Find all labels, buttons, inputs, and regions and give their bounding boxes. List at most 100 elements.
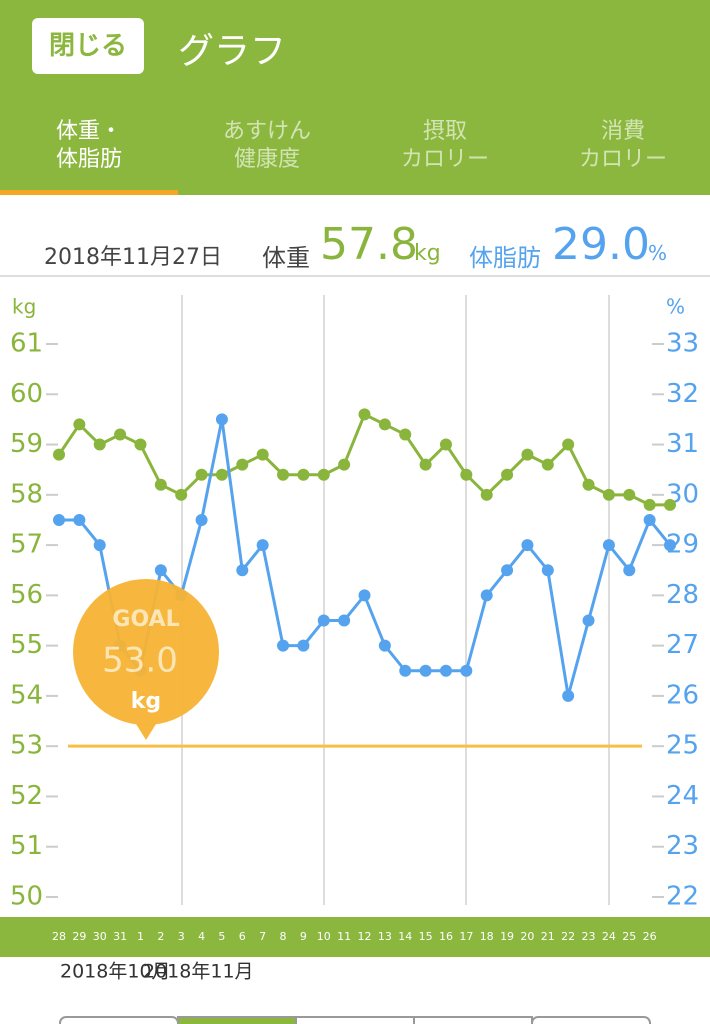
data-point: [439, 438, 452, 451]
data-point: [154, 478, 167, 491]
y2-tick-label: 32: [666, 379, 699, 409]
y-tick-label: 61: [10, 329, 43, 359]
data-point: [643, 498, 656, 511]
data-point: [256, 539, 269, 552]
data-point: [582, 478, 595, 491]
data-point: [358, 408, 371, 421]
y-tick-label: 52: [10, 781, 43, 811]
tab[interactable]: あすけん 健康度: [178, 118, 356, 174]
data-point: [501, 468, 514, 481]
data-point: [623, 488, 636, 501]
x-tick-label: 7: [259, 930, 266, 943]
y2-tick-label: 24: [666, 781, 699, 811]
tab[interactable]: 体重・ 体脂肪: [0, 118, 178, 174]
data-point: [256, 448, 269, 461]
y2-tick-label: 23: [666, 831, 699, 861]
data-point: [664, 498, 676, 511]
screen-title: グラフ: [178, 31, 287, 72]
x-tick-label: 3: [178, 930, 185, 943]
tab-button[interactable]: [59, 1016, 179, 1024]
data-point: [53, 448, 65, 461]
x-tick-label: 1: [137, 930, 144, 943]
data-point: [358, 589, 371, 602]
y-tick-label: 59: [10, 429, 43, 459]
y2-tick-label: 25: [666, 731, 699, 761]
data-point: [215, 413, 228, 426]
x-tick-label: 28: [52, 930, 66, 943]
data-point: [602, 488, 615, 501]
data-point: [277, 639, 290, 652]
data-point: [175, 488, 188, 501]
x-tick-label: 12: [358, 930, 372, 943]
data-point: [338, 458, 351, 471]
y-tick-label: 57: [10, 530, 43, 560]
x-tick-label: 18: [480, 930, 494, 943]
data-point: [73, 418, 86, 431]
fat-label: 体脂肪: [469, 244, 541, 272]
x-tick-label: 22: [561, 930, 575, 943]
x-tick-label: 2: [157, 930, 164, 943]
y2-tick-label: 33: [666, 329, 699, 359]
data-point: [664, 539, 676, 552]
data-point: [378, 639, 391, 652]
y-tick-label: 51: [10, 831, 43, 861]
data-point: [541, 458, 554, 471]
y2-axis-label: %: [666, 295, 685, 319]
tab-button[interactable]: [177, 1016, 297, 1024]
fat-unit: %: [648, 241, 668, 265]
data-point: [541, 564, 554, 577]
y2-tick-label: 22: [666, 882, 699, 912]
data-point: [460, 664, 473, 677]
y-tick-label: 54: [10, 680, 43, 710]
close-button[interactable]: 閉じる: [32, 18, 144, 74]
x-tick-label: 5: [218, 930, 225, 943]
y-tick-label: 53: [10, 731, 43, 761]
x-tick-label: 8: [280, 930, 287, 943]
bubble-shape: [73, 579, 219, 725]
tab-button[interactable]: [531, 1016, 651, 1024]
y-tick-label: 55: [10, 630, 43, 660]
y2-tick-label: 28: [666, 580, 699, 610]
weight-value: 57.8: [320, 219, 418, 270]
x-tick-label: 6: [239, 930, 246, 943]
tab-button[interactable]: [413, 1016, 533, 1024]
tab-label: あすけん: [222, 119, 311, 144]
y-tick-label: 58: [10, 479, 43, 509]
tab-label: 消費: [600, 119, 645, 144]
x-tick-label: 21: [541, 930, 555, 943]
x-tick-label: 15: [419, 930, 433, 943]
x-tick-label: 16: [439, 930, 453, 943]
tab-button[interactable]: [295, 1016, 415, 1024]
y2-tick-label: 26: [666, 680, 699, 710]
data-point: [623, 564, 636, 577]
y2-tick-label: 27: [666, 630, 699, 660]
data-point: [114, 428, 127, 441]
x-tick-label: 13: [378, 930, 392, 943]
goal-value: 53.0: [102, 641, 178, 681]
x-tick-label: 29: [72, 930, 86, 943]
data-point: [562, 689, 575, 702]
data-point: [521, 539, 534, 552]
x-tick-label: 14: [398, 930, 412, 943]
tab[interactable]: 摂取 カロリー: [356, 118, 534, 174]
x-tick-label: 17: [459, 930, 473, 943]
data-point: [236, 458, 249, 471]
y-tick-label: 56: [10, 580, 43, 610]
bottom-tabs: [59, 1016, 651, 1024]
y-axis-label: kg: [12, 295, 36, 319]
data-point: [602, 539, 615, 552]
data-point: [419, 664, 432, 677]
tab[interactable]: 消費 カロリー: [534, 118, 710, 174]
data-point: [297, 639, 310, 652]
tab-label: カロリー: [400, 147, 489, 172]
data-point: [134, 438, 147, 451]
tab-label: カロリー: [578, 147, 667, 172]
data-point: [317, 614, 330, 627]
data-point: [582, 614, 595, 627]
tab-label: 摂取: [422, 119, 467, 144]
data-point: [236, 564, 249, 577]
data-point: [277, 468, 290, 481]
data-point: [562, 438, 575, 451]
data-point: [195, 513, 208, 526]
x-tick-label: 19: [500, 930, 514, 943]
